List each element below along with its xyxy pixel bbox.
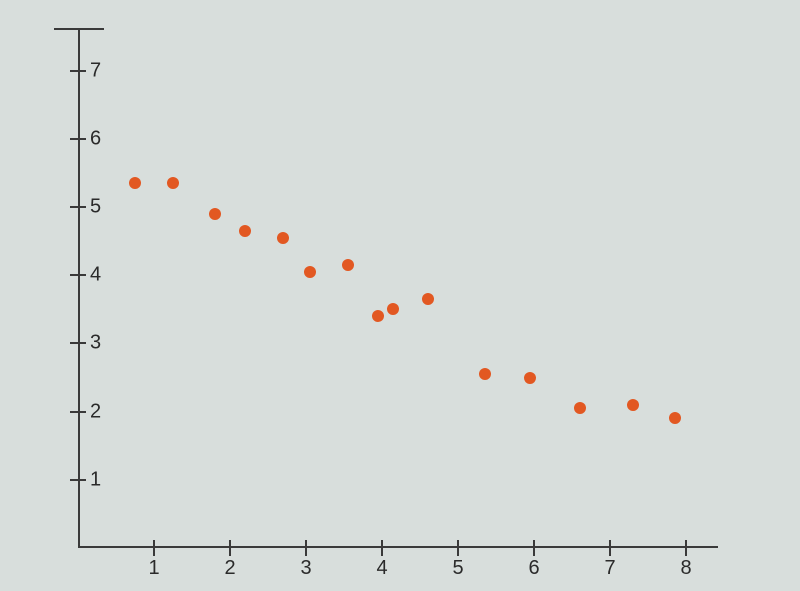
x-tick bbox=[685, 540, 687, 556]
scatter-point bbox=[524, 372, 536, 384]
y-tick bbox=[70, 70, 86, 72]
y-tick bbox=[70, 479, 86, 481]
x-tick bbox=[609, 540, 611, 556]
y-tick-label: 2 bbox=[90, 400, 101, 423]
x-tick-label: 5 bbox=[452, 557, 463, 580]
y-tick-label: 6 bbox=[90, 127, 101, 150]
x-tick-label: 1 bbox=[148, 557, 159, 580]
scatter-point bbox=[669, 412, 681, 424]
y-tick-label: 3 bbox=[90, 332, 101, 355]
x-tick bbox=[457, 540, 459, 556]
x-tick-label: 6 bbox=[528, 557, 539, 580]
x-tick bbox=[381, 540, 383, 556]
scatter-point bbox=[129, 177, 141, 189]
x-tick bbox=[153, 540, 155, 556]
y-axis bbox=[78, 30, 80, 548]
x-tick-label: 2 bbox=[224, 557, 235, 580]
scatter-point bbox=[167, 177, 179, 189]
y-tick bbox=[70, 411, 86, 413]
scatter-point bbox=[422, 293, 434, 305]
plot-area: 123456781234567 bbox=[78, 30, 718, 548]
scatter-chart: 1 2 3 4 5 6 7 8 1 2 3 4 5 6 7 bbox=[37, 0, 800, 591]
y-tick-label: 5 bbox=[90, 196, 101, 219]
scatter-point bbox=[372, 310, 384, 322]
x-tick-label: 3 bbox=[300, 557, 311, 580]
x-tick-label: 7 bbox=[604, 557, 615, 580]
x-tick bbox=[305, 540, 307, 556]
y-tick bbox=[70, 274, 86, 276]
y-tick-label: 7 bbox=[90, 59, 101, 82]
x-axis bbox=[78, 546, 718, 548]
scatter-point bbox=[239, 225, 251, 237]
scatter-point bbox=[277, 232, 289, 244]
scatter-point bbox=[479, 368, 491, 380]
y-axis-top-cap bbox=[54, 28, 104, 30]
scatter-point bbox=[574, 402, 586, 414]
y-tick bbox=[70, 206, 86, 208]
y-tick bbox=[70, 138, 86, 140]
scatter-point bbox=[209, 208, 221, 220]
scatter-point bbox=[304, 266, 316, 278]
scatter-point bbox=[387, 303, 399, 315]
y-tick-label: 1 bbox=[90, 468, 101, 491]
x-tick bbox=[533, 540, 535, 556]
x-tick-label: 8 bbox=[680, 557, 691, 580]
y-tick bbox=[70, 342, 86, 344]
x-tick-label: 4 bbox=[376, 557, 387, 580]
y-tick-label: 4 bbox=[90, 264, 101, 287]
scatter-point bbox=[627, 399, 639, 411]
scatter-point bbox=[342, 259, 354, 271]
x-tick bbox=[229, 540, 231, 556]
